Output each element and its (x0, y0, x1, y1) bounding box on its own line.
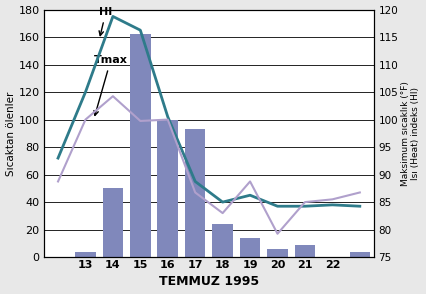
Bar (267, 249, 288, 257)
Bar (295, 245, 315, 257)
Bar (212, 224, 233, 257)
Text: HI: HI (99, 7, 112, 36)
Bar (75, 252, 96, 257)
Bar (240, 238, 260, 257)
Bar (103, 188, 123, 257)
Bar (130, 34, 151, 257)
Y-axis label: Maksimum sıcaklık (°F)
Isı (Heat) indeks (HI): Maksimum sıcaklık (°F) Isı (Heat) indeks… (401, 81, 420, 186)
Bar (349, 252, 370, 257)
Bar (185, 129, 205, 257)
X-axis label: TEMMUZ 1995: TEMMUZ 1995 (159, 275, 259, 288)
Bar (158, 120, 178, 257)
Y-axis label: Sıcaktan ölenler: Sıcaktan ölenler (6, 91, 16, 176)
Text: Tmax: Tmax (94, 56, 127, 116)
